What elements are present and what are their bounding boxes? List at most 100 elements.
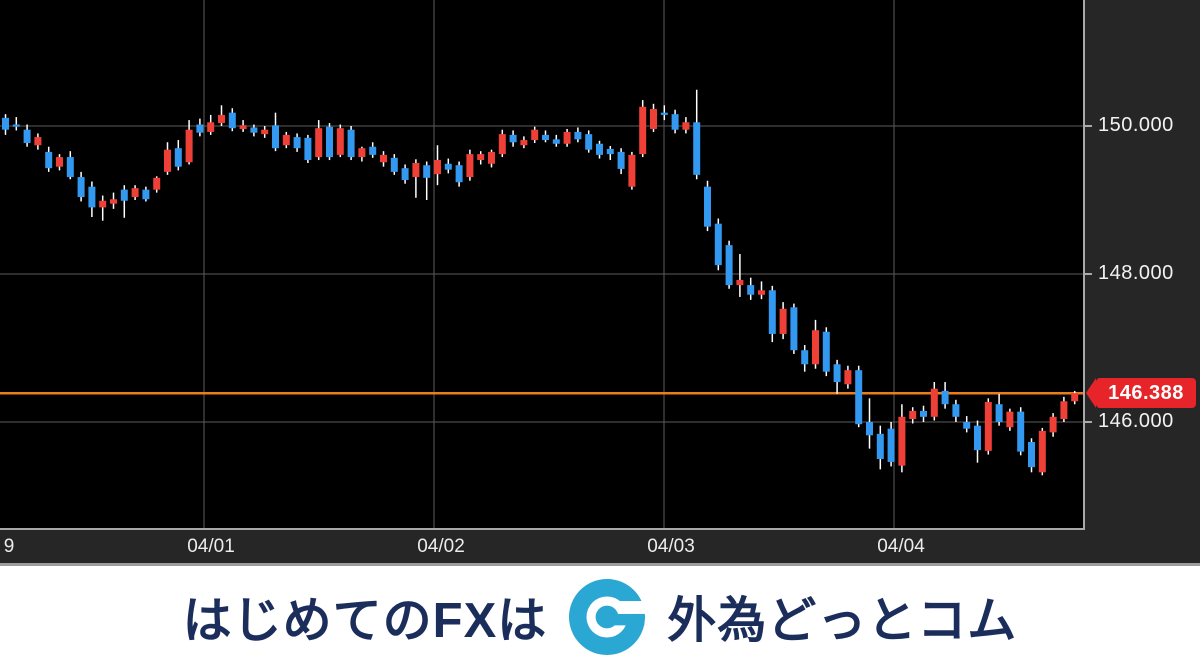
candle-body: [347, 129, 355, 158]
candle-body: [542, 134, 549, 141]
y-axis-tick: [1085, 125, 1092, 127]
current-price-value: 146.388: [1108, 381, 1184, 404]
candle-body: [1071, 393, 1079, 402]
candle-body: [984, 402, 992, 451]
candle-body: [628, 154, 636, 187]
candle-body: [520, 140, 528, 146]
plot-background: [0, 0, 1083, 528]
candle-body: [2, 117, 9, 130]
x-axis-label: 04/03: [647, 536, 695, 557]
candle-body: [272, 125, 279, 149]
y-axis-tick: [1085, 421, 1092, 423]
candle-body: [812, 330, 819, 365]
candlestick-chart[interactable]: [0, 0, 1085, 530]
candle-body: [952, 404, 960, 417]
candle-body: [412, 163, 420, 178]
current-price-badge: 146.388: [1096, 378, 1196, 409]
candle-body: [963, 422, 971, 429]
candle-body: [639, 106, 647, 155]
divider: [0, 563, 1200, 566]
candle-body: [1060, 401, 1068, 420]
candle-body: [574, 131, 582, 140]
candle-body: [617, 151, 625, 169]
candle-body: [239, 125, 247, 129]
banner-text-left: はじめてのFXは: [182, 594, 548, 648]
candle-body: [887, 428, 895, 462]
candle-body: [898, 416, 906, 466]
candle-body: [261, 129, 269, 135]
candle-body: [736, 279, 744, 286]
candle-body: [596, 143, 603, 155]
candle-body: [174, 148, 182, 167]
candle-body: [34, 137, 42, 146]
candle-body: [768, 290, 776, 334]
candle-body: [110, 199, 117, 204]
candle-body: [196, 124, 204, 133]
gaitame-logo-icon: [569, 578, 646, 655]
time-axis: 9 04/01 04/02 04/03 04/04: [0, 530, 1085, 564]
candle-body: [293, 137, 301, 149]
candle-body: [218, 114, 225, 124]
y-axis-label: 150.000: [1098, 114, 1174, 136]
candle-body: [390, 157, 398, 172]
candle-body: [45, 151, 53, 169]
candle-body: [844, 370, 852, 385]
ad-banner[interactable]: はじめてのFXは 外為どっとコム: [0, 566, 1200, 667]
candle-body: [909, 410, 917, 420]
candle-body: [941, 390, 949, 405]
candle-body: [779, 308, 787, 334]
y-axis-label: 148.000: [1098, 262, 1174, 284]
candle-body: [606, 148, 614, 155]
candle-body: [693, 122, 701, 175]
candle-body: [131, 188, 139, 198]
candle-body: [650, 108, 657, 129]
candle-body: [531, 129, 539, 141]
candle-body: [498, 134, 506, 155]
candle-body: [88, 186, 96, 208]
candle-body: [23, 129, 31, 144]
candle-body: [455, 165, 463, 183]
candle-body: [876, 433, 884, 459]
candle-body: [77, 177, 85, 198]
candle-body: [704, 186, 711, 227]
banner-text-right: 外為どっとコム: [667, 594, 1018, 648]
candle-body: [66, 157, 74, 178]
candle-body: [142, 189, 150, 200]
x-axis-label: 04/02: [417, 536, 465, 557]
candle-body: [1049, 416, 1057, 433]
candle-body: [833, 364, 841, 383]
candle-body: [660, 112, 668, 115]
candle-body: [120, 189, 128, 201]
candle-body: [822, 331, 830, 372]
candle-body: [1017, 411, 1025, 452]
candle-body: [423, 165, 431, 178]
candle-body: [855, 370, 863, 425]
candle-body: [304, 137, 312, 161]
candle-body: [758, 290, 765, 295]
candle-body: [563, 131, 571, 144]
candle-body: [164, 149, 171, 172]
candle-body: [326, 126, 333, 158]
candle-body: [509, 134, 517, 143]
candle-body: [552, 139, 560, 144]
candle-body: [207, 122, 215, 132]
candle-body: [185, 129, 193, 163]
candle-body: [671, 114, 679, 130]
candle-body: [315, 128, 323, 158]
candle-body: [228, 112, 236, 129]
candle-body: [336, 128, 344, 155]
candle-body: [930, 388, 938, 417]
price-axis: 150.000 148.000 146.000: [1085, 0, 1200, 564]
y-axis-label: 146.000: [1098, 410, 1174, 432]
candle-body: [682, 122, 690, 130]
candle-body: [153, 177, 161, 190]
candle-body: [714, 223, 722, 266]
candle-body: [99, 200, 107, 208]
x-axis-label: 04/04: [877, 536, 925, 557]
candle-body: [12, 124, 20, 127]
candle-body: [747, 285, 755, 295]
candle-body: [282, 134, 290, 146]
candle-body: [866, 422, 873, 436]
candle-body: [56, 157, 63, 167]
